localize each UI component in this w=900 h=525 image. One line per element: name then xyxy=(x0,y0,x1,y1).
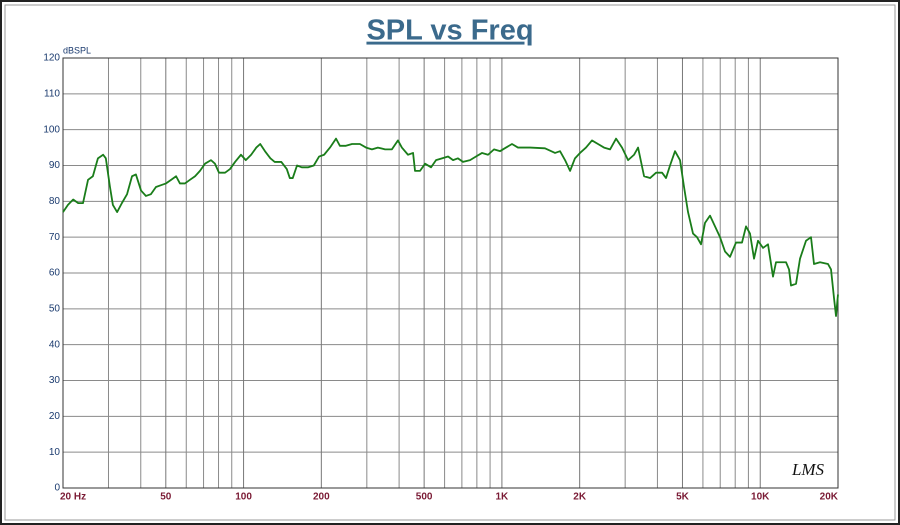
y-tick-label: 50 xyxy=(49,303,61,314)
y-tick-label: 20 xyxy=(49,411,61,422)
x-tick-label: 20K xyxy=(820,492,839,503)
watermark: LMS xyxy=(791,460,825,479)
x-tick-label: 1K xyxy=(496,492,510,503)
x-tick-label: 20 Hz xyxy=(60,492,86,503)
chart-title: SPL vs Freq xyxy=(366,15,533,47)
x-tick-label: 100 xyxy=(235,492,252,503)
x-tick-label: 5K xyxy=(676,492,690,503)
y-tick-label: 120 xyxy=(43,53,60,64)
y-tick-label: 40 xyxy=(49,339,61,350)
y-tick-label: 100 xyxy=(43,124,60,135)
y-tick-label: 90 xyxy=(49,160,61,171)
y-tick-label: 110 xyxy=(44,88,60,99)
x-tick-label: 10K xyxy=(751,492,770,503)
y-tick-label: 80 xyxy=(49,196,61,207)
y-tick-label: 70 xyxy=(49,232,61,243)
plot-border xyxy=(62,57,839,489)
x-tick-label: 2K xyxy=(573,492,587,503)
inner-frame xyxy=(4,4,896,521)
y-tick-label: 10 xyxy=(49,447,61,458)
x-tick-label: 200 xyxy=(313,492,330,503)
y-tick-label: 0 xyxy=(54,483,60,494)
spl-line xyxy=(62,137,839,317)
y-axis-label: dBSPL xyxy=(63,45,91,55)
x-tick-label: 50 xyxy=(160,492,172,503)
y-tick-label: 60 xyxy=(49,268,61,279)
y-tick-label: 30 xyxy=(49,375,61,386)
x-tick-label: 500 xyxy=(416,492,433,503)
